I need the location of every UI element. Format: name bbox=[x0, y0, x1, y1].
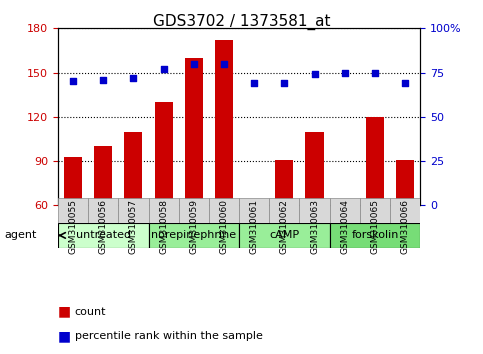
Bar bbox=[215, 40, 233, 294]
Bar bbox=[155, 102, 173, 294]
Text: GSM310057: GSM310057 bbox=[129, 200, 138, 255]
Point bbox=[160, 66, 168, 72]
Text: GSM310065: GSM310065 bbox=[370, 200, 380, 255]
Text: percentile rank within the sample: percentile rank within the sample bbox=[75, 331, 263, 341]
Bar bbox=[179, 198, 209, 223]
Point bbox=[99, 77, 107, 82]
Bar bbox=[396, 160, 414, 294]
Bar bbox=[125, 132, 142, 294]
Text: GSM310064: GSM310064 bbox=[340, 200, 349, 255]
Bar bbox=[58, 198, 88, 223]
Bar bbox=[149, 223, 239, 248]
Point bbox=[190, 61, 198, 67]
Text: GSM310062: GSM310062 bbox=[280, 200, 289, 255]
Text: GSM310063: GSM310063 bbox=[310, 200, 319, 255]
Text: cAMP: cAMP bbox=[270, 230, 299, 240]
Bar bbox=[149, 198, 179, 223]
Bar bbox=[88, 198, 118, 223]
Text: GSM310059: GSM310059 bbox=[189, 200, 199, 255]
Bar bbox=[239, 198, 270, 223]
Bar bbox=[330, 223, 420, 248]
Point bbox=[281, 80, 288, 86]
Bar bbox=[299, 198, 330, 223]
Bar bbox=[336, 205, 354, 294]
Point bbox=[311, 72, 318, 77]
Bar bbox=[94, 146, 112, 294]
Point bbox=[401, 80, 409, 86]
Bar bbox=[118, 198, 149, 223]
Text: ■: ■ bbox=[58, 329, 71, 343]
Text: forskolin: forskolin bbox=[351, 230, 398, 240]
Text: untreated: untreated bbox=[76, 230, 131, 240]
Bar bbox=[64, 156, 82, 294]
Point bbox=[341, 70, 349, 75]
Bar bbox=[209, 198, 239, 223]
Bar bbox=[390, 198, 420, 223]
Bar bbox=[366, 117, 384, 294]
Point bbox=[69, 79, 77, 84]
Bar bbox=[330, 198, 360, 223]
Text: count: count bbox=[75, 307, 106, 316]
Bar bbox=[185, 58, 203, 294]
Bar bbox=[360, 198, 390, 223]
Bar bbox=[270, 198, 299, 223]
Bar bbox=[275, 160, 294, 294]
Text: norepinephrine: norepinephrine bbox=[151, 230, 236, 240]
Text: GSM310060: GSM310060 bbox=[219, 200, 228, 255]
Text: GSM310066: GSM310066 bbox=[400, 200, 410, 255]
Bar bbox=[239, 223, 330, 248]
Point bbox=[129, 75, 137, 81]
Text: GSM310055: GSM310055 bbox=[69, 200, 78, 255]
Text: GSM310056: GSM310056 bbox=[99, 200, 108, 255]
Text: agent: agent bbox=[5, 230, 37, 240]
Bar bbox=[58, 223, 149, 248]
Text: GDS3702 / 1373581_at: GDS3702 / 1373581_at bbox=[153, 14, 330, 30]
Text: GSM310061: GSM310061 bbox=[250, 200, 259, 255]
Text: ■: ■ bbox=[58, 304, 71, 319]
Bar bbox=[245, 205, 263, 294]
Bar bbox=[306, 132, 324, 294]
Point bbox=[371, 70, 379, 75]
Point bbox=[250, 80, 258, 86]
Point bbox=[220, 61, 228, 67]
Text: GSM310058: GSM310058 bbox=[159, 200, 168, 255]
